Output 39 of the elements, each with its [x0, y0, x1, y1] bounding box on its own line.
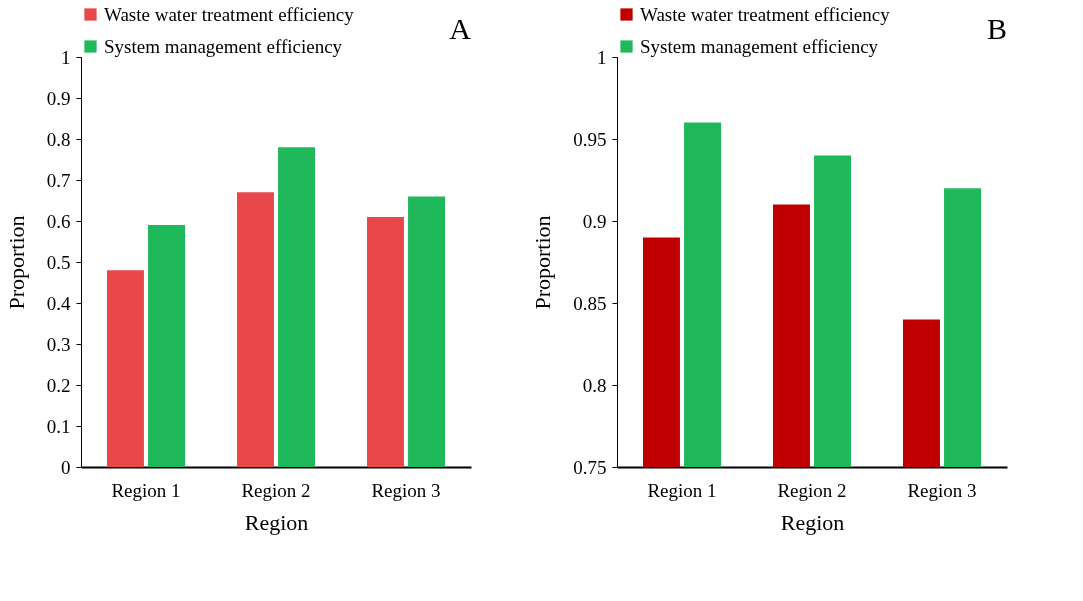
y-axis-title: Proportion	[530, 215, 556, 310]
bar	[408, 196, 445, 467]
y-tick-label: 0.6	[46, 210, 71, 232]
legend-label: System management efficiency	[104, 35, 343, 57]
legend-label: System management efficiency	[640, 35, 879, 57]
y-tick-label: 0	[61, 456, 71, 478]
legend-label: Waste water treatment efficiency	[640, 3, 891, 25]
y-tick-label: 0.1	[46, 415, 71, 437]
y-tick-label: 0.5	[46, 251, 71, 273]
y-axis-title: Proportion	[3, 215, 29, 310]
chart-title: B	[986, 12, 1007, 45]
y-tick-label: 0.8	[582, 374, 607, 396]
legend-label: Waste water treatment efficiency	[104, 3, 355, 25]
y-tick-label: 0.7	[46, 169, 71, 191]
x-tick-label: Region 3	[907, 479, 977, 501]
y-tick-label: 0.8	[46, 128, 71, 150]
y-tick-label: 0.3	[46, 333, 71, 355]
bar	[148, 225, 185, 467]
x-tick-label: Region 2	[777, 479, 847, 501]
x-tick-label: Region 2	[241, 479, 311, 501]
x-tick-label: Region 1	[111, 479, 181, 501]
y-tick-label: 0.75	[573, 456, 607, 478]
y-tick-label: 0.9	[582, 210, 607, 232]
x-tick-label: Region 3	[371, 479, 441, 501]
y-tick-label: 0.9	[46, 87, 71, 109]
bar	[237, 192, 274, 467]
y-tick-label: 0.95	[573, 128, 607, 150]
chart-title: A	[449, 12, 472, 45]
x-axis-title: Region	[244, 509, 309, 535]
y-tick-label: 1	[61, 46, 71, 68]
x-tick-label: Region 1	[647, 479, 717, 501]
x-axis-title: Region	[780, 509, 845, 535]
y-tick-label: 0.2	[46, 374, 71, 396]
y-tick-label: 1	[597, 46, 607, 68]
bar	[278, 147, 315, 467]
y-tick-label: 0.85	[573, 292, 607, 314]
bar	[367, 216, 404, 467]
y-tick-label: 0.4	[46, 292, 71, 314]
bar	[107, 270, 144, 467]
